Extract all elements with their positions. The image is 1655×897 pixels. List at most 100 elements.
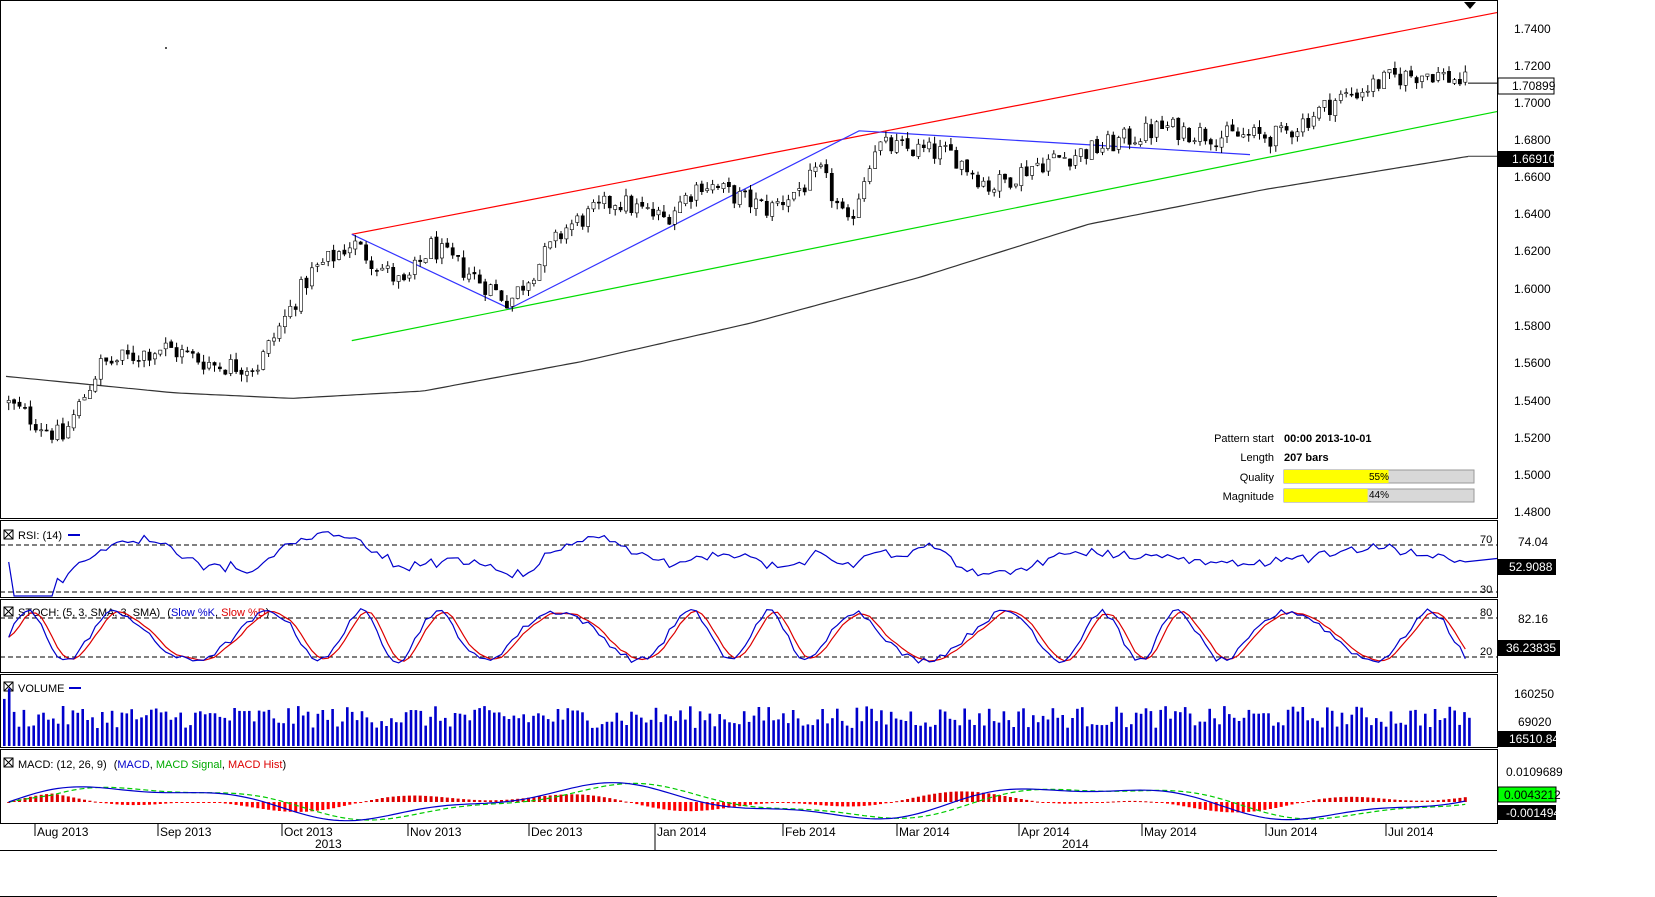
volume-bar [1169,718,1172,746]
macd-hist-bar [684,802,688,812]
y-tick: 1.5200 [1514,431,1551,445]
macd-hist-bar [873,802,877,805]
candle-body [39,429,44,432]
macd-hist-bar [1214,802,1218,812]
x-tick-month: Feb 2014 [785,825,836,839]
macd-close-icon[interactable] [3,757,14,768]
macd-hist-bar [1117,801,1121,803]
macd-hist-bar [868,802,872,806]
stoch-badge-value: 36.23835 [1506,641,1556,655]
candle-body [1338,93,1343,101]
candle-body [629,195,634,214]
macd-hist-bar [1442,799,1446,802]
x-tick-month: May 2014 [1144,825,1197,839]
candle-body [1203,128,1208,142]
candle-body [494,284,498,291]
scroll-arrow-icon[interactable] [1464,2,1476,9]
candle-body [846,207,850,218]
candle-body [174,347,179,358]
candle-body [369,260,374,269]
volume-bar [380,721,383,746]
volume-bar [517,718,521,746]
macd-hist-bar [1095,802,1099,803]
macd-hist-bar [191,802,195,803]
macd-hist-bar [1463,797,1467,802]
volume-bar [1130,724,1133,746]
volume-bar [125,713,129,746]
macd-hist-bar [998,795,1002,802]
macd-hist-bar [1285,802,1289,806]
macd-hist-bar [505,799,509,802]
volume-bar [1267,713,1270,746]
stoch-panel [0,599,1498,673]
lower-channel-line [351,110,1498,342]
volume-bar [698,711,702,746]
candle-body [1013,183,1018,187]
macd-hist-bar [1138,801,1142,803]
volume-bar [483,706,486,746]
candle-body [1441,72,1446,75]
volume-bar [1389,711,1393,746]
volume-bar [1022,708,1025,746]
volume-bar [213,713,217,746]
candle-body [423,258,428,263]
candle-body [190,351,195,354]
macd-hist-bar [792,802,796,804]
candle-body [1181,126,1186,139]
macd-hist-bar [294,802,298,812]
candle-body [1371,78,1376,92]
volume-bar [512,715,516,746]
macd-hist-bar [1398,800,1402,802]
volume-bar [1188,713,1192,746]
volume-bar [243,711,246,746]
candle-body [943,145,948,147]
x-tick-month: Apr 2014 [1021,825,1070,839]
candle-body [158,349,163,355]
candle-body [938,146,943,160]
volume-bar [1198,721,1202,746]
candle-body [44,429,49,432]
candle-body [526,282,531,291]
volume-bar [66,724,70,746]
candle-body [1106,134,1110,149]
macd-hist-bar [342,802,346,806]
candle-body [358,241,363,245]
volume-bar [458,713,462,746]
candle-body [467,273,471,280]
volume-bar [693,727,697,746]
volume-bar [262,711,266,746]
volume-bar [997,722,1001,746]
candle-body [586,208,591,227]
volume-bar [56,723,60,746]
volume-bar [174,717,178,746]
macd-hist-label: MACD Hist [228,759,282,771]
volume-bar [1335,726,1339,746]
volume-bar [934,724,937,746]
candle-body [1089,140,1094,160]
stoch-close-icon[interactable] [3,606,14,617]
candle-body [120,349,125,361]
candle-body [672,210,677,225]
volume-bar [52,718,55,746]
volume-bar [1002,711,1006,746]
macd-hist-bar [803,802,807,804]
candle-body [331,249,336,262]
volume-bar [448,726,452,746]
macd-hist-bar [971,791,974,802]
volume-bar [904,721,908,746]
candle-body [607,196,612,209]
candle-body [6,400,11,404]
volume-bar [105,722,109,746]
macd-hist-bar [1290,802,1294,805]
volume-bar [434,706,437,746]
volume-bar [502,716,506,746]
volume-bar [22,709,26,746]
volume-bar [1110,721,1113,746]
candle-body [272,337,276,342]
macd-hist-bar [570,794,574,802]
macd-hist-bar [1144,801,1148,803]
pattern-length-label: Length [1240,452,1274,464]
rsi-close-icon[interactable] [3,529,14,540]
volume-bar [992,721,996,746]
volume-bar [826,723,829,746]
